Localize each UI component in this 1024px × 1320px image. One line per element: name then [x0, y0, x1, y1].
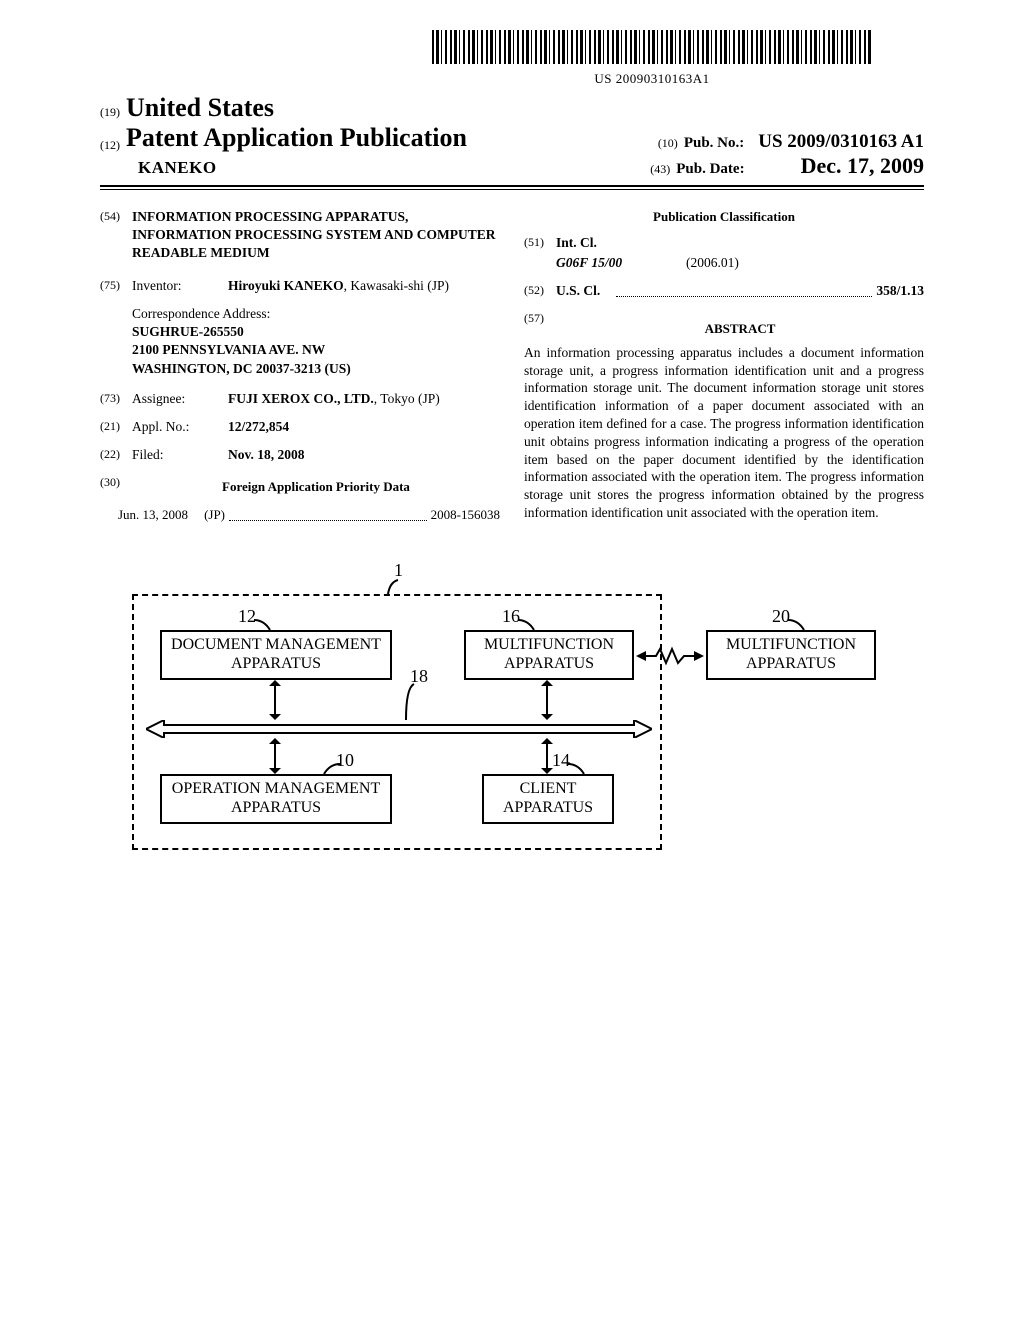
idx-30: (30)	[100, 474, 132, 504]
pubdate-label: Pub. Date:	[676, 161, 744, 178]
filed-value: Nov. 18, 2008	[228, 446, 500, 464]
vlink-12	[274, 684, 276, 716]
publication-type: Patent Application Publication	[126, 123, 467, 153]
pubclass-header: Publication Classification	[524, 208, 924, 226]
idx-21: (21)	[100, 418, 132, 436]
idx-52: (52)	[524, 282, 556, 300]
rule-thick	[100, 185, 924, 187]
corr-line3: WASHINGTON, DC 20037-3213 (US)	[132, 360, 500, 378]
correspondence-address: Correspondence Address: SUGHRUE-265550 2…	[132, 305, 500, 378]
lead-12	[252, 618, 274, 632]
intcl-date: (2006.01)	[686, 254, 739, 272]
country: United States	[126, 93, 274, 123]
leader-dots-uscl	[616, 282, 872, 297]
idx-51: (51)	[524, 234, 556, 252]
fapd-number: 2008-156038	[431, 506, 500, 524]
leader-dots	[229, 506, 427, 521]
barcode-text: US 20090310163A1	[380, 71, 924, 87]
box-op-mgmt: OPERATION MANAGEMENTAPPARATUS	[160, 774, 392, 824]
corr-label: Correspondence Address:	[132, 305, 500, 323]
idx-10: (10)	[658, 136, 678, 151]
barcode-graphic	[432, 30, 872, 64]
idx-54: (54)	[100, 208, 132, 263]
inventor-loc: , Kawasaki-shi (JP)	[344, 278, 449, 293]
intcl-code: G06F 15/00	[556, 254, 686, 272]
left-column: (54) INFORMATION PROCESSING APPARATUS, I…	[100, 208, 500, 524]
abstract-header: ABSTRACT	[556, 320, 924, 338]
inventor-name: Hiroyuki KANEKO	[228, 278, 344, 293]
inventor-value: Hiroyuki KANEKO, Kawasaki-shi (JP)	[228, 277, 500, 295]
lead-14	[566, 762, 586, 776]
assignee-label: Assignee:	[132, 390, 228, 408]
pubno-value: US 2009/0310163 A1	[758, 131, 924, 153]
lead-10	[322, 762, 342, 776]
barcode-region: US 20090310163A1	[380, 30, 924, 87]
idx-73: (73)	[100, 390, 132, 408]
assignee-name: FUJI XEROX CO., LTD.	[228, 391, 374, 406]
corr-line1: SUGHRUE-265550	[132, 323, 500, 341]
pubdate-value: Dec. 17, 2009	[801, 153, 924, 179]
assignee-loc: , Tokyo (JP)	[374, 391, 440, 406]
author-name-header: KANEKO	[138, 158, 217, 178]
idx-75: (75)	[100, 277, 132, 295]
assignee-value: FUJI XEROX CO., LTD., Tokyo (JP)	[228, 390, 500, 408]
biblio-columns: (54) INFORMATION PROCESSING APPARATUS, I…	[100, 208, 924, 524]
inventor-label: Inventor:	[132, 277, 228, 295]
box-multifunction-20: MULTIFUNCTIONAPPARATUS	[706, 630, 876, 680]
applno-value: 12/272,854	[228, 418, 500, 436]
box-client: CLIENTAPPARATUS	[482, 774, 614, 824]
idx-19: (19)	[100, 105, 120, 120]
rule-thin	[100, 189, 924, 190]
intcl-label: Int. Cl.	[556, 234, 924, 252]
vlink-14	[546, 742, 548, 770]
idx-12: (12)	[100, 138, 120, 153]
vlink-16	[546, 684, 548, 716]
fapd-header: Foreign Application Priority Data	[132, 478, 500, 496]
lead-1	[384, 578, 404, 596]
idx-22: (22)	[100, 446, 132, 464]
fapd-date: Jun. 13, 2008	[118, 506, 188, 524]
doc-header: (19) United States (12) Patent Applicati…	[100, 93, 924, 179]
lead-20	[786, 618, 808, 632]
pubno-label: Pub. No.:	[684, 135, 744, 152]
lead-18	[402, 682, 420, 722]
right-column: Publication Classification (51) Int. Cl.…	[524, 208, 924, 524]
box-multifunction-16: MULTIFUNCTIONAPPARATUS	[464, 630, 634, 680]
invention-title: INFORMATION PROCESSING APPARATUS, INFORM…	[132, 208, 500, 263]
fapd-entry: Jun. 13, 2008 (JP) 2008-156038	[118, 506, 500, 524]
vlink-10	[274, 742, 276, 770]
uscl-value: 358/1.13	[876, 282, 924, 300]
idx-57: (57)	[524, 310, 556, 344]
corr-line2: 2100 PENNSYLVANIA AVE. NW	[132, 341, 500, 359]
bus-arrow	[146, 720, 652, 738]
box-doc-mgmt: DOCUMENT MANAGEMENTAPPARATUS	[160, 630, 392, 680]
applno-label: Appl. No.:	[132, 418, 228, 436]
uscl-label: U.S. Cl.	[556, 282, 612, 300]
lead-16	[516, 618, 538, 632]
zigzag-link	[636, 646, 704, 666]
filed-label: Filed:	[132, 446, 228, 464]
fapd-country: (JP)	[204, 506, 225, 524]
figure-diagram: DOCUMENT MANAGEMENTAPPARATUS MULTIFUNCTI…	[132, 564, 892, 854]
abstract-text: An information processing apparatus incl…	[524, 344, 924, 522]
idx-43: (43)	[650, 162, 670, 177]
